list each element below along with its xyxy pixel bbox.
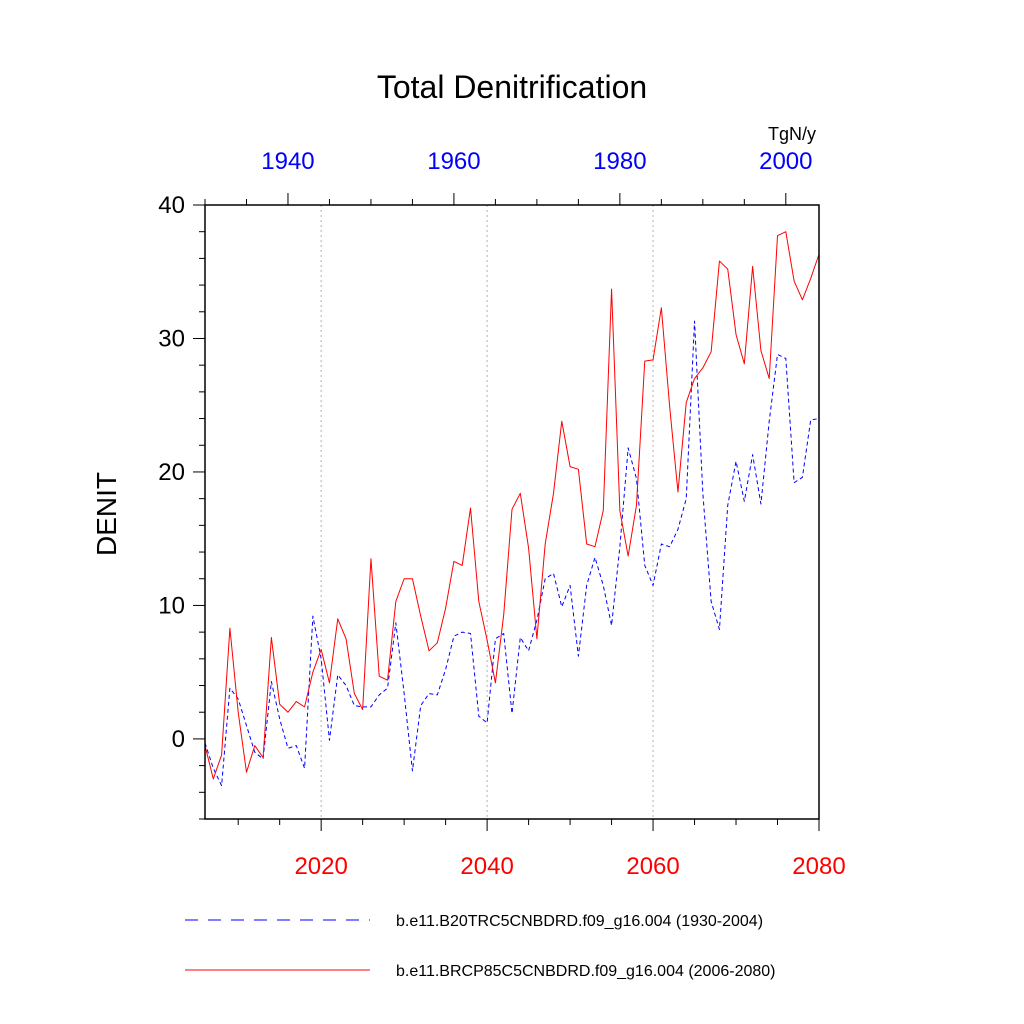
x-top-tick-label-1980: 1980 bbox=[593, 148, 646, 175]
x-bottom-tick-label-2060: 2060 bbox=[626, 853, 679, 880]
y-tick-label-40: 40 bbox=[158, 192, 185, 219]
legend-label-1: b.e11.B20TRC5CNBDRD.f09_g16.004 (1930-20… bbox=[396, 913, 763, 930]
axes: 0 10 20 30 40 2020 2040 2060 2080 1940 1960 1980 200… bbox=[158, 148, 845, 880]
x-bottom-tick-label-2080: 2080 bbox=[792, 853, 845, 880]
legend: b.e11.B20TRC5CNBDRD.f09_g16.004 (1930-20… bbox=[185, 913, 775, 980]
series-line-2 bbox=[204, 231, 820, 780]
x-top-tick-label-2000: 2000 bbox=[759, 148, 812, 175]
x-top-tick-label-1960: 1960 bbox=[427, 148, 480, 175]
chart-title: Total Denitrification bbox=[377, 69, 647, 105]
series-line-1 bbox=[204, 320, 820, 787]
legend-label-2: b.e11.BRCP85C5CNBDRD.f09_g16.004 (2006-2… bbox=[396, 963, 775, 980]
x-bottom-tick-label-2040: 2040 bbox=[460, 853, 513, 880]
units-label: TgN/y bbox=[768, 124, 816, 144]
y-axis-label: DENIT bbox=[91, 472, 122, 556]
series-layer bbox=[204, 231, 820, 787]
x-bottom-tick-label-2020: 2020 bbox=[294, 853, 347, 880]
x-top-tick-label-1940: 1940 bbox=[261, 148, 314, 175]
y-tick-label-10: 10 bbox=[158, 592, 185, 619]
y-tick-label-30: 30 bbox=[158, 325, 185, 352]
grid-lines bbox=[320, 205, 654, 819]
plot-frame bbox=[204, 204, 820, 820]
y-tick-label-20: 20 bbox=[158, 459, 185, 486]
y-tick-label-0: 0 bbox=[172, 726, 185, 753]
